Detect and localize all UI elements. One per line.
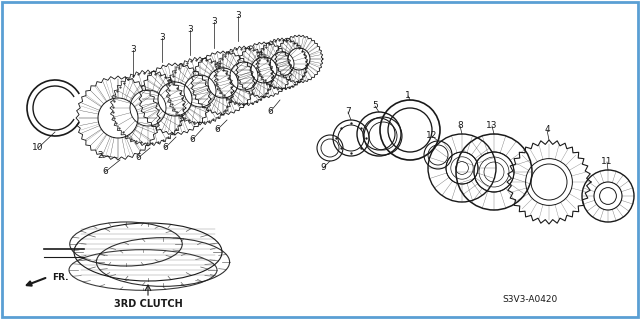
Text: 9: 9 — [320, 164, 326, 173]
Text: 3: 3 — [235, 11, 241, 20]
Text: 8: 8 — [457, 122, 463, 130]
Text: 7: 7 — [345, 108, 351, 116]
Text: 5: 5 — [372, 101, 378, 110]
Text: 1: 1 — [405, 92, 411, 100]
Text: 6: 6 — [214, 125, 220, 135]
Text: FR.: FR. — [52, 272, 68, 281]
Text: 6: 6 — [189, 136, 195, 145]
Text: 13: 13 — [486, 122, 498, 130]
Text: 3: 3 — [130, 46, 136, 55]
Text: 2: 2 — [97, 151, 103, 160]
Text: 6: 6 — [267, 108, 273, 116]
Text: 6: 6 — [135, 153, 141, 162]
Text: 3: 3 — [187, 26, 193, 34]
Text: 3: 3 — [159, 33, 165, 42]
Text: 4: 4 — [544, 125, 550, 135]
Text: 6: 6 — [102, 167, 108, 176]
Text: 11: 11 — [601, 158, 612, 167]
Text: 12: 12 — [426, 131, 438, 140]
Text: 3RD CLUTCH: 3RD CLUTCH — [114, 299, 182, 309]
Text: S3V3-A0420: S3V3-A0420 — [502, 295, 557, 305]
Text: 6: 6 — [162, 144, 168, 152]
Text: 3: 3 — [211, 18, 217, 26]
Text: 10: 10 — [32, 144, 44, 152]
